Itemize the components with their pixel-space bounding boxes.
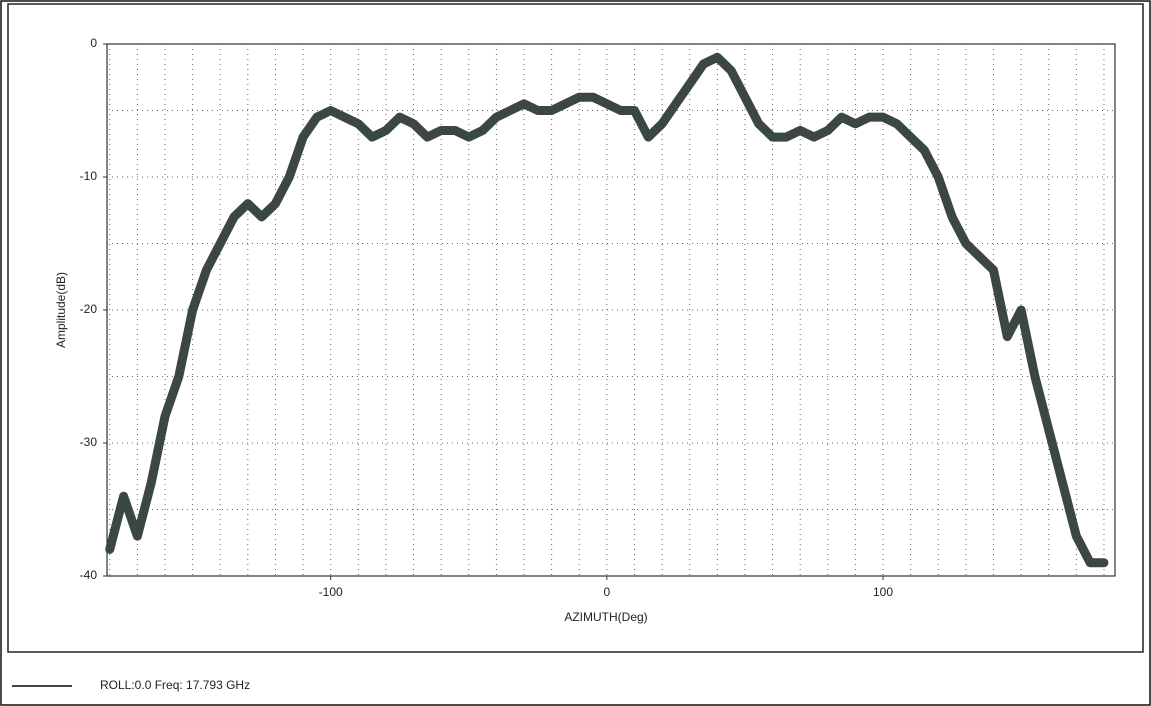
- plot-area: [106, 43, 1116, 577]
- y-tick-label: 0: [90, 36, 97, 50]
- x-tick-label: 0: [604, 585, 611, 599]
- y-tick-label: -30: [80, 435, 98, 449]
- legend-label: ROLL:0.0 Freq: 17.793 GHz: [100, 678, 250, 692]
- y-tick-label: -10: [80, 169, 98, 183]
- y-axis-label: Amplitude(dB): [54, 272, 68, 348]
- x-tick-label: 100: [873, 585, 893, 599]
- x-axis-label: AZIMUTH(Deg): [564, 610, 647, 624]
- y-tick-label: -20: [80, 302, 98, 316]
- data-line: [105, 52, 1109, 568]
- x-tick-label: -100: [319, 585, 343, 599]
- chart-frame: [7, 3, 1144, 653]
- y-tick-label: -40: [80, 568, 98, 582]
